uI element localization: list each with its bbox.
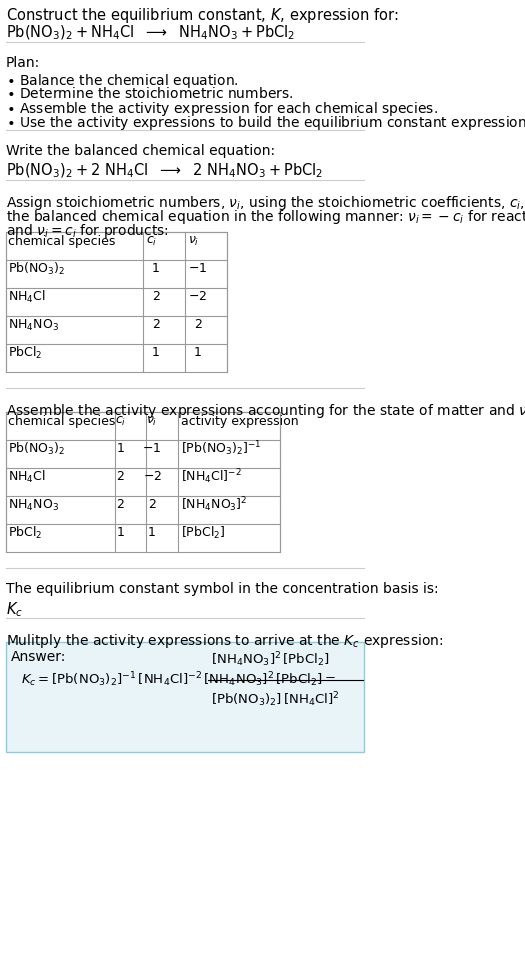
- Text: $[\mathrm{NH_4NO_3}]^2\,[\mathrm{PbCl_2}]$: $[\mathrm{NH_4NO_3}]^2\,[\mathrm{PbCl_2}…: [211, 651, 330, 670]
- Text: 1: 1: [117, 442, 124, 456]
- Text: the balanced chemical equation in the following manner: $\nu_i = -c_i$ for react: the balanced chemical equation in the fo…: [6, 208, 525, 226]
- Text: chemical species: chemical species: [8, 234, 116, 248]
- Text: $\mathrm{Pb(NO_3)_2}$: $\mathrm{Pb(NO_3)_2}$: [8, 441, 66, 457]
- Text: $\bullet$ Determine the stoichiometric numbers.: $\bullet$ Determine the stoichiometric n…: [6, 86, 293, 101]
- Text: 2: 2: [152, 318, 160, 332]
- Text: 1: 1: [148, 527, 156, 539]
- Text: $\mathrm{NH_4NO_3}$: $\mathrm{NH_4NO_3}$: [8, 498, 59, 512]
- Text: $-1$: $-1$: [142, 442, 162, 456]
- Text: $\nu_i$: $\nu_i$: [188, 234, 200, 248]
- Text: 2: 2: [117, 471, 124, 483]
- Text: 2: 2: [152, 290, 160, 304]
- Text: Mulitply the activity expressions to arrive at the $K_c$ expression:: Mulitply the activity expressions to arr…: [6, 632, 443, 650]
- Text: $\mathrm{NH_4NO_3}$: $\mathrm{NH_4NO_3}$: [8, 317, 59, 333]
- Text: $\mathrm{PbCl_2}$: $\mathrm{PbCl_2}$: [8, 345, 43, 361]
- Text: $[\mathrm{PbCl_2}]$: $[\mathrm{PbCl_2}]$: [181, 525, 225, 541]
- Text: chemical species: chemical species: [8, 414, 116, 428]
- Text: Construct the equilibrium constant, $K$, expression for:: Construct the equilibrium constant, $K$,…: [6, 6, 398, 25]
- Text: $\mathrm{Pb(NO_3)_2}$: $\mathrm{Pb(NO_3)_2}$: [8, 261, 66, 277]
- Text: $\mathrm{Pb(NO_3)_2 + 2\ NH_4Cl}$  $\longrightarrow$  $\mathrm{2\ NH_4NO_3 + PbC: $\mathrm{Pb(NO_3)_2 + 2\ NH_4Cl}$ $\long…: [6, 162, 323, 181]
- Text: Answer:: Answer:: [11, 650, 67, 664]
- Text: $-2$: $-2$: [188, 290, 207, 304]
- Text: $K_c$: $K_c$: [6, 600, 23, 619]
- Text: 1: 1: [117, 527, 124, 539]
- Text: 1: 1: [194, 347, 202, 359]
- Text: $\bullet$ Use the activity expressions to build the equilibrium constant express: $\bullet$ Use the activity expressions t…: [6, 114, 525, 132]
- Text: Write the balanced chemical equation:: Write the balanced chemical equation:: [6, 144, 275, 158]
- Text: Assign stoichiometric numbers, $\nu_i$, using the stoichiometric coefficients, $: Assign stoichiometric numbers, $\nu_i$, …: [6, 194, 525, 212]
- Text: Plan:: Plan:: [6, 56, 40, 70]
- Text: $[\mathrm{Pb(NO_3)_2}]^{-1}$: $[\mathrm{Pb(NO_3)_2}]^{-1}$: [181, 439, 261, 458]
- FancyBboxPatch shape: [6, 642, 364, 752]
- Text: $\nu_i$: $\nu_i$: [146, 414, 158, 428]
- Text: $c_i$: $c_i$: [146, 234, 157, 248]
- Text: 2: 2: [117, 499, 124, 511]
- Text: $-1$: $-1$: [188, 262, 207, 276]
- Text: $[\mathrm{NH_4Cl}]^{-2}$: $[\mathrm{NH_4Cl}]^{-2}$: [181, 468, 242, 486]
- Text: 2: 2: [194, 318, 202, 332]
- FancyBboxPatch shape: [6, 412, 280, 552]
- Text: $\bullet$ Balance the chemical equation.: $\bullet$ Balance the chemical equation.: [6, 72, 238, 90]
- Text: $\mathrm{PbCl_2}$: $\mathrm{PbCl_2}$: [8, 525, 43, 541]
- Text: $\mathrm{NH_4Cl}$: $\mathrm{NH_4Cl}$: [8, 469, 46, 485]
- Text: $K_c = [\mathrm{Pb(NO_3)_2}]^{-1}\,[\mathrm{NH_4Cl}]^{-2}\,[\mathrm{NH_4NO_3}]^{: $K_c = [\mathrm{Pb(NO_3)_2}]^{-1}\,[\mat…: [21, 671, 336, 689]
- Text: $c_i$: $c_i$: [115, 414, 126, 428]
- Text: 2: 2: [148, 499, 156, 511]
- Text: and $\nu_i = c_i$ for products:: and $\nu_i = c_i$ for products:: [6, 222, 169, 240]
- Text: 1: 1: [152, 347, 160, 359]
- Text: $[\mathrm{NH_4NO_3}]^{2}$: $[\mathrm{NH_4NO_3}]^{2}$: [181, 496, 247, 514]
- Text: $\bullet$ Assemble the activity expression for each chemical species.: $\bullet$ Assemble the activity expressi…: [6, 100, 438, 118]
- Text: 1: 1: [152, 262, 160, 276]
- Text: $-2$: $-2$: [143, 471, 162, 483]
- Text: $\mathrm{Pb(NO_3)_2 + NH_4Cl}$  $\longrightarrow$  $\mathrm{NH_4NO_3 + PbCl_2}$: $\mathrm{Pb(NO_3)_2 + NH_4Cl}$ $\longrig…: [6, 24, 295, 42]
- Text: The equilibrium constant symbol in the concentration basis is:: The equilibrium constant symbol in the c…: [6, 582, 438, 596]
- FancyBboxPatch shape: [6, 232, 227, 372]
- Text: $[\mathrm{Pb(NO_3)_2}]\,[\mathrm{NH_4Cl}]^2$: $[\mathrm{Pb(NO_3)_2}]\,[\mathrm{NH_4Cl}…: [211, 691, 340, 709]
- Text: Assemble the activity expressions accounting for the state of matter and $\nu_i$: Assemble the activity expressions accoun…: [6, 402, 525, 420]
- Text: activity expression: activity expression: [181, 414, 299, 428]
- Text: $\mathrm{NH_4Cl}$: $\mathrm{NH_4Cl}$: [8, 289, 46, 305]
